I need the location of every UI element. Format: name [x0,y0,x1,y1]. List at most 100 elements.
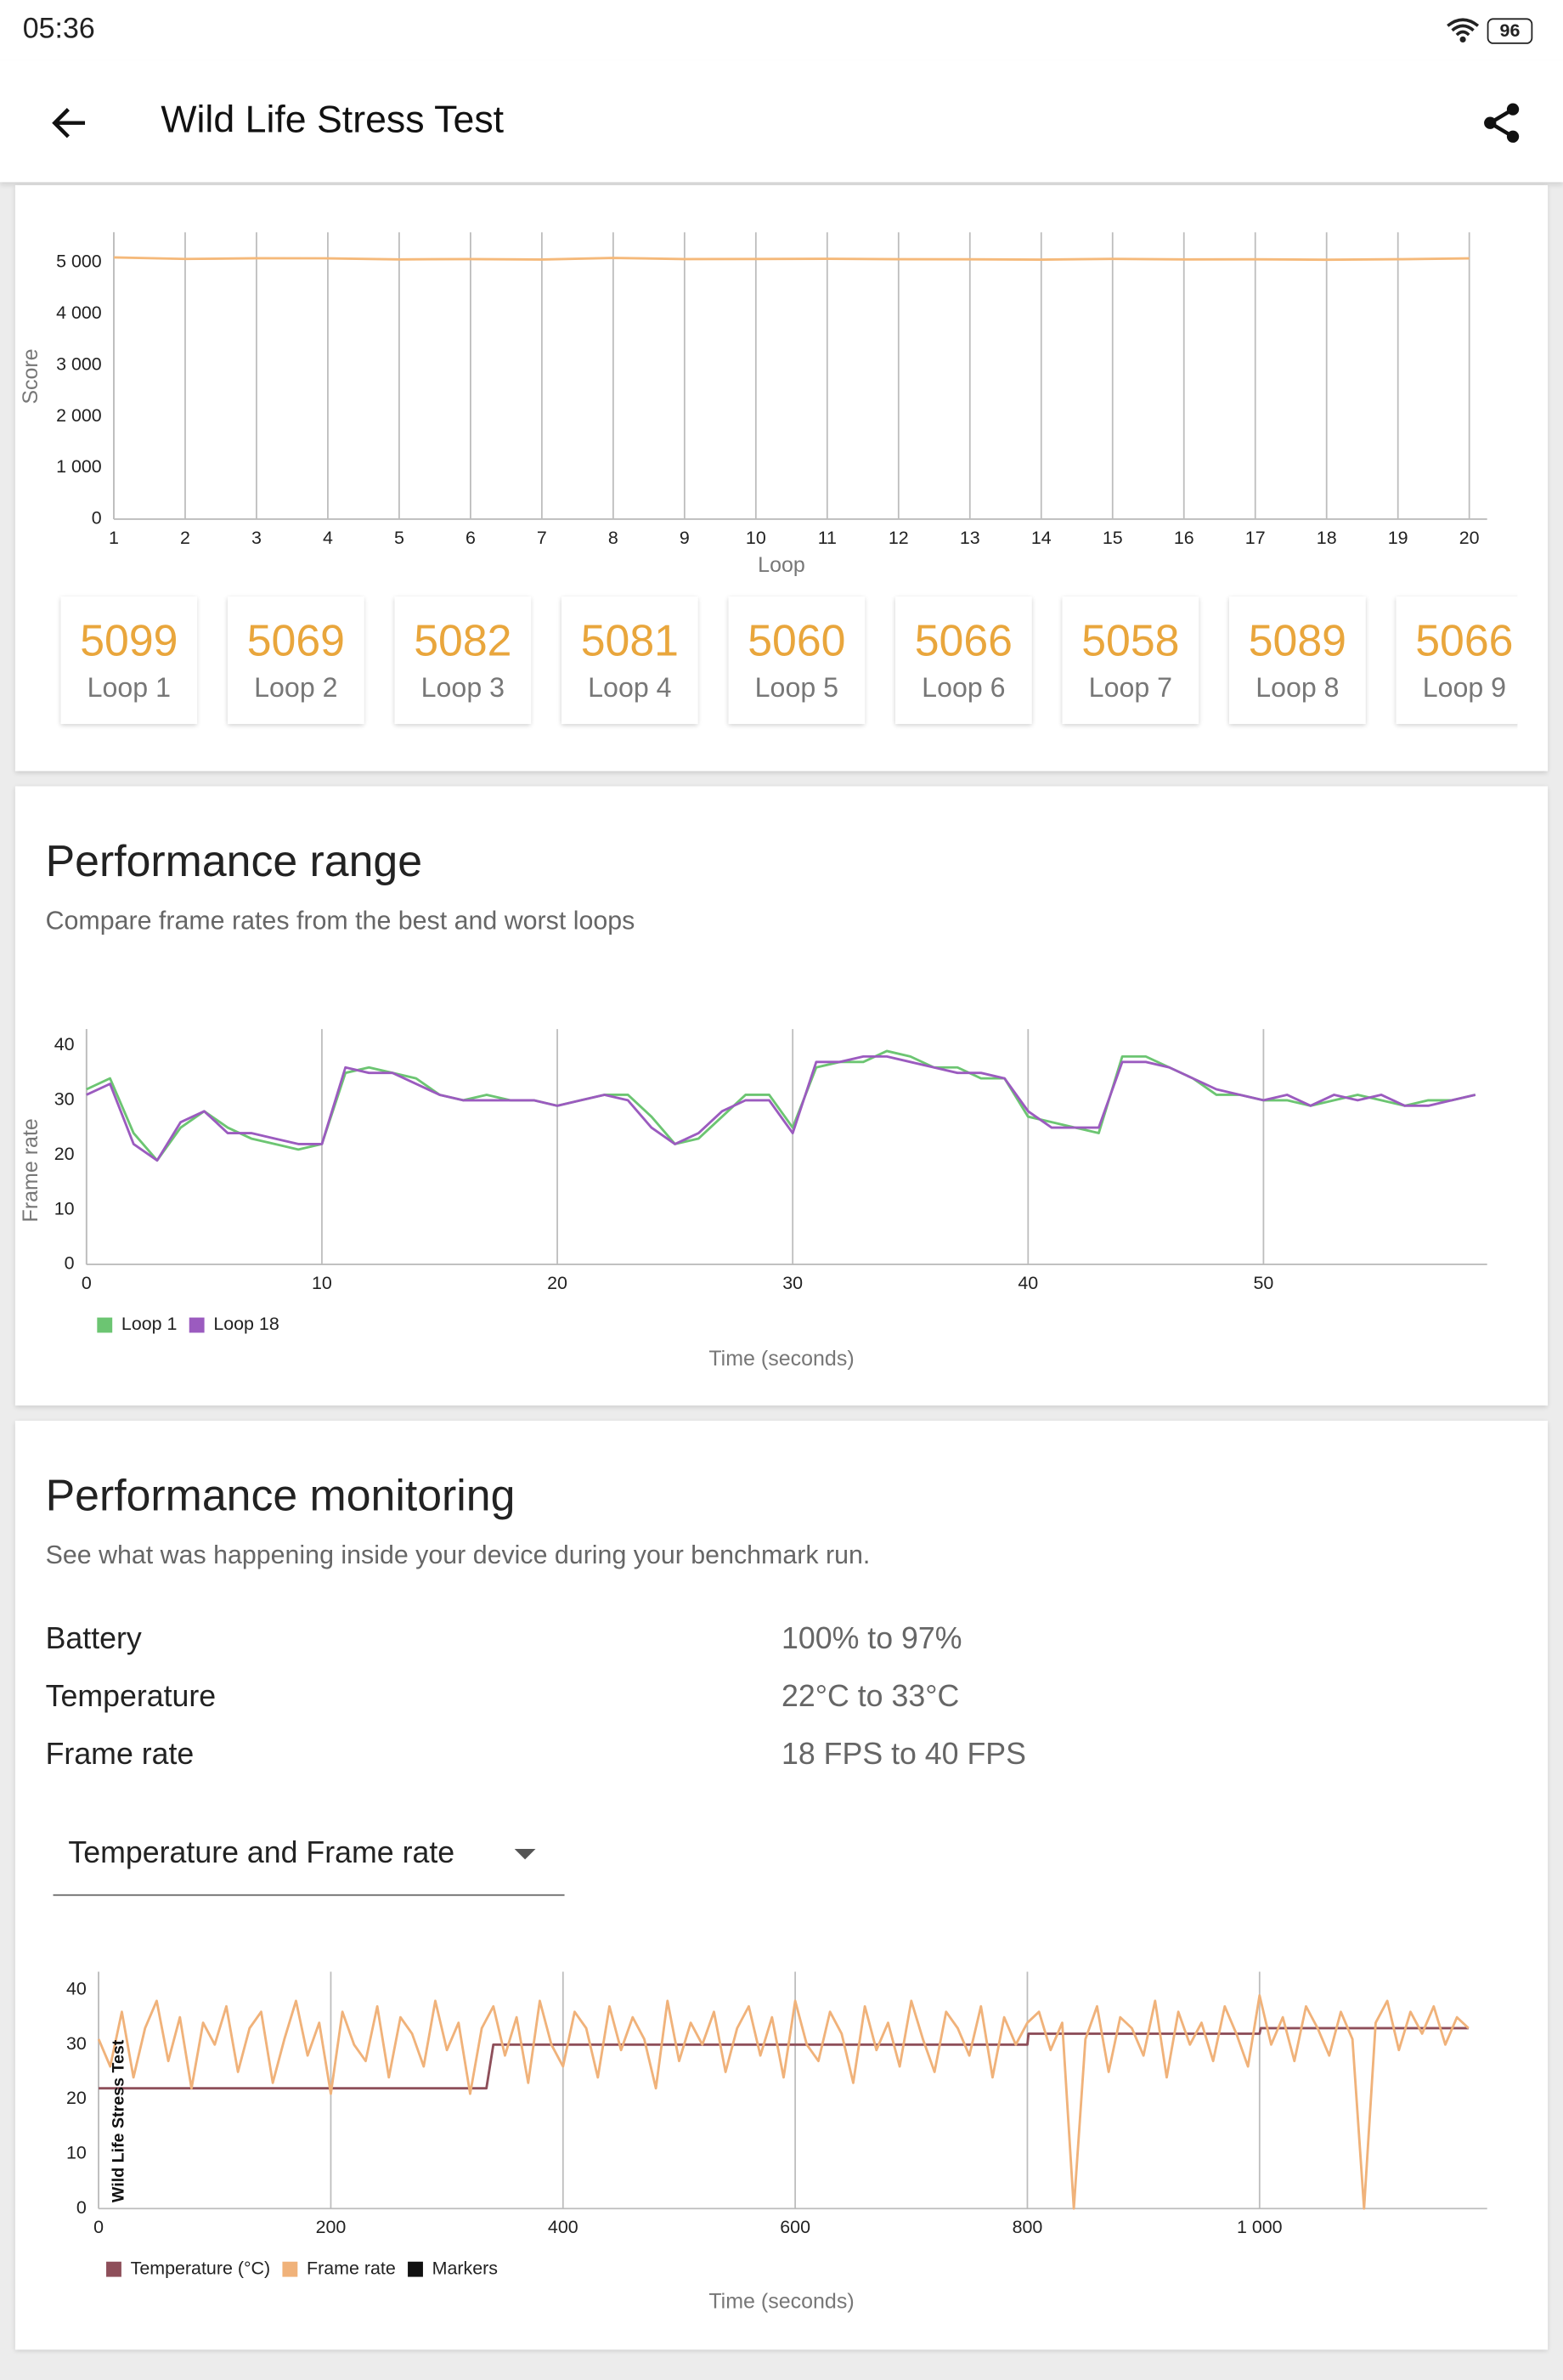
loop-label: Loop 7 [1088,672,1173,704]
loop-card: 5099 Loop 1 [60,596,198,725]
loop-card: 5066 Loop 9 [1396,596,1518,725]
performance-range-card: Performance range Compare frame rates fr… [14,786,1549,1406]
y-tick-label: 30 [54,1089,75,1110]
frame-rate-chart: 0 10 20 30 40 0 10 20 30 40 50 Loop 1 Loop 18 Time (s… [19,1029,1487,1371]
x-tick-label: 13 [960,528,980,548]
y-tick-label: 1 000 [56,456,102,477]
loop-card: 5082 Loop 3 [394,596,532,725]
loop-score: 5060 [748,618,846,667]
status-bar: 05:36 96 [0,0,1563,61]
legend-label: Markers [432,2258,498,2278]
x-tick-label: 0 [82,1273,92,1293]
section-title: Performance range [45,838,423,887]
y-tick-label: 40 [54,1034,75,1054]
dropdown-arrow [514,1848,536,1860]
loop-score: 5082 [414,618,512,667]
marker-label: Wild Life Stress Test [109,2039,127,2202]
x-tick-label: 6 [466,528,476,548]
loop-label: Loop 8 [1255,672,1340,704]
loop-card: 5081 Loop 4 [561,596,698,725]
legend-label: Frame rate [307,2258,396,2278]
row-label: Frame rate [45,1738,195,1772]
section-subtitle: Compare frame rates from the best and wo… [45,906,635,936]
series-line [86,1054,1476,1162]
loop-score: 5058 [1081,618,1180,667]
back-button[interactable] [48,103,87,142]
loop-label: Loop 6 [922,672,1006,704]
loop-card: 5089 Loop 8 [1228,596,1366,725]
loop-score: 5066 [914,618,1013,667]
x-tick-label: 15 [1103,528,1123,548]
x-tick-label: 5 [394,528,404,548]
row-value: 22°C to 33°C [781,1680,960,1714]
row-label: Temperature [45,1680,217,1714]
x-tick-label: 2 [180,528,190,548]
x-axis-title: Loop [758,553,805,577]
share-button[interactable] [1481,102,1524,144]
row-value: 100% to 97% [781,1622,962,1656]
y-tick-label: 4 000 [56,302,102,323]
row-value: 18 FPS to 40 FPS [781,1738,1026,1772]
loop-card: 5066 Loop 6 [894,596,1032,725]
x-tick-label: 1 000 [1237,2217,1283,2237]
loop-label: Loop 9 [1422,672,1507,704]
x-tick-label: 17 [1245,528,1266,548]
legend-swatch [97,1317,113,1333]
screen-title: Wild Life Stress Test [161,99,505,142]
score-card: 5099 Loop 1 5069 Loop 2 5082 Loop 3 5081 Loop 4… [14,184,1549,772]
x-tick-label: 11 [818,528,837,548]
y-tick-label: 2 000 [56,405,102,426]
y-tick-label: 30 [66,2033,87,2054]
legend-swatch [106,2261,121,2277]
x-tick-label: 8 [608,528,618,548]
loop-label: Loop 4 [588,672,672,704]
loop-label: Loop 2 [254,672,338,704]
x-tick-label: 20 [547,1273,567,1293]
x-axis-title: Time (seconds) [708,2290,854,2314]
chart-dropdown[interactable]: Temperature and Frame rate [53,1818,565,1897]
y-tick-label: 20 [54,1144,75,1164]
x-tick-label: 20 [1459,528,1480,548]
y-tick-label: 20 [66,2088,87,2108]
x-tick-label: 4 [323,528,333,548]
legend-swatch [408,2261,423,2277]
x-tick-label: 19 [1388,528,1408,548]
x-tick-label: 400 [548,2217,578,2237]
series-line [99,2027,1469,2090]
y-axis-title: Frame rate [19,1118,42,1222]
loop-score: 5089 [1248,618,1346,667]
legend-swatch [282,2261,298,2277]
x-tick-label: 12 [889,528,909,548]
loop-score: 5066 [1415,618,1514,667]
x-tick-label: 16 [1174,528,1194,548]
y-tick-label: 5 000 [56,252,102,272]
x-tick-label: 30 [782,1273,803,1293]
y-axis-title: Score [19,348,42,404]
loop-score: 5099 [80,618,178,667]
x-axis-title: Time (seconds) [708,1347,854,1371]
x-tick-label: 0 [93,2217,104,2237]
legend-label: Loop 1 [121,1314,178,1334]
x-tick-label: 10 [746,528,766,548]
loop-score: 5069 [246,618,345,667]
loop-score: 5081 [580,618,679,667]
x-tick-label: 40 [1018,1273,1038,1293]
loop-label: Loop 1 [87,672,172,704]
y-tick-label: 0 [76,2197,87,2218]
series-line [113,256,1470,262]
performance-monitoring-card: Performance monitoring See what was happ… [14,1421,1549,2350]
x-tick-label: 9 [680,528,690,548]
y-tick-label: 10 [66,2143,87,2163]
y-tick-label: 3 000 [56,353,102,374]
y-tick-label: 0 [65,1253,75,1274]
loop-card: 5060 Loop 5 [728,596,866,725]
loop-card: 5058 Loop 7 [1062,596,1199,725]
x-tick-label: 600 [780,2217,810,2237]
loop-label: Loop 5 [754,672,839,704]
loop-label: Loop 3 [420,672,505,704]
y-tick-label: 40 [66,1979,87,1999]
x-tick-label: 18 [1317,528,1337,548]
